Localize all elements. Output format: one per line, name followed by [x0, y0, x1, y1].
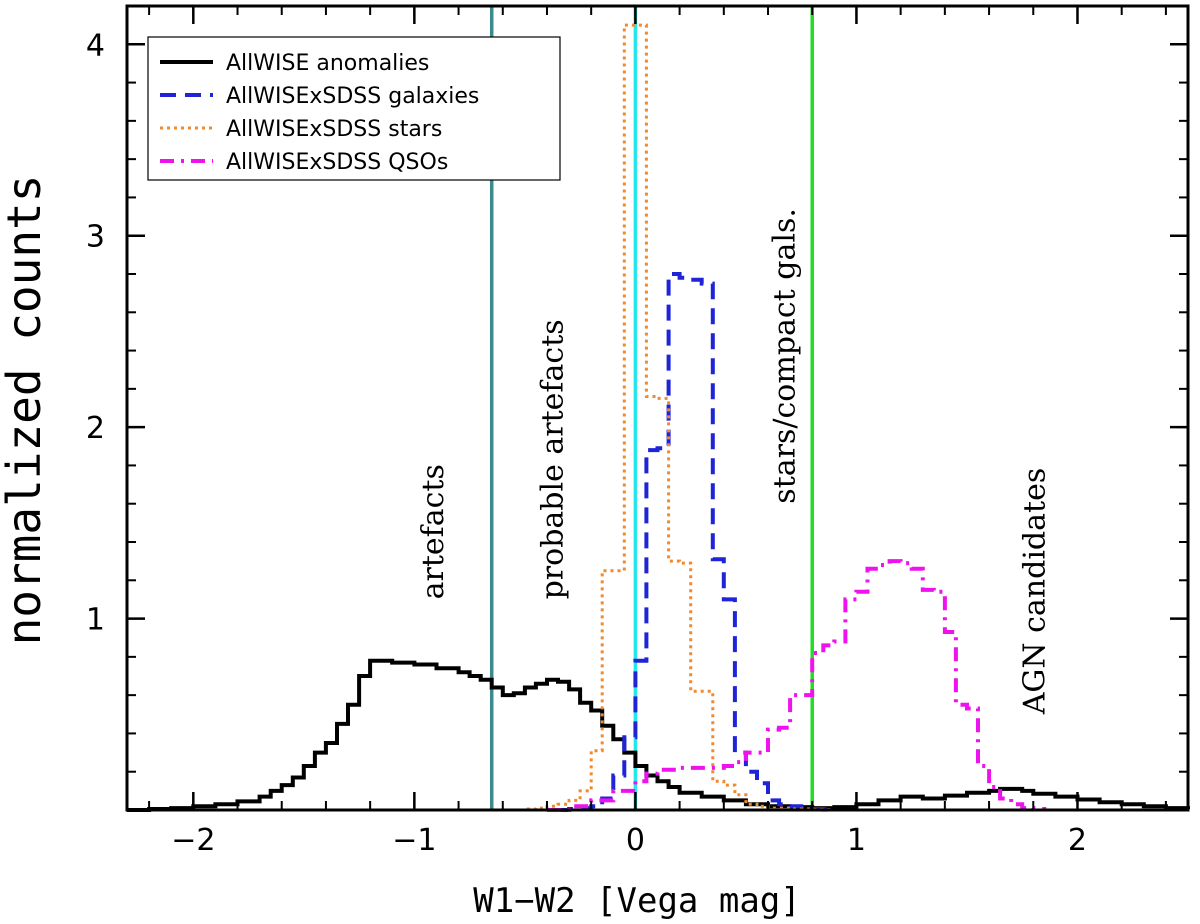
region-label-2: stars/compact gals. [768, 208, 803, 504]
legend-label-2: AllWISExSDSS stars [226, 117, 442, 142]
region-label-3: AGN candidates [1017, 468, 1052, 716]
y-axis-title: normalized counts [0, 175, 51, 646]
legend-label-1: AllWISExSDSS galaxies [226, 84, 479, 109]
legend-entries: AllWISE anomalies AllWISExSDSS galaxies Al… [160, 51, 479, 175]
x-tick-label-2: 0 [626, 823, 645, 858]
x-tick-label-0: −2 [171, 823, 215, 858]
x-axis-title: W1−W2 [Vega mag] [473, 881, 801, 921]
axis-ticks: −2 −1 0 1 2 1 2 3 4 [86, 6, 1188, 858]
x-tick-label-3: 1 [847, 823, 866, 858]
region-labels: artefacts probable artefacts stars/compact… [416, 208, 1052, 715]
region-label-0: artefacts [416, 464, 451, 599]
y-tick-label-3: 4 [86, 28, 105, 63]
x-tick-label-4: 2 [1068, 823, 1087, 858]
legend-label-3: AllWISExSDSS QSOs [226, 150, 448, 175]
series-line-3 [547, 559, 1047, 812]
x-tick-label-1: −1 [392, 823, 436, 858]
plot-frame [125, 4, 1190, 812]
legend-box [147, 36, 561, 181]
y-tick-label-0: 1 [86, 603, 105, 638]
legend: AllWISE anomalies AllWISExSDSS galaxies Al… [147, 36, 561, 181]
legend-label-0: AllWISE anomalies [226, 51, 429, 76]
y-tick-label-2: 3 [86, 220, 105, 255]
region-label-1: probable artefacts [536, 319, 571, 599]
y-tick-label-1: 2 [86, 411, 105, 446]
series-line-0 [127, 658, 1190, 812]
histogram-series [127, 23, 1190, 812]
series-line-2 [513, 23, 836, 812]
